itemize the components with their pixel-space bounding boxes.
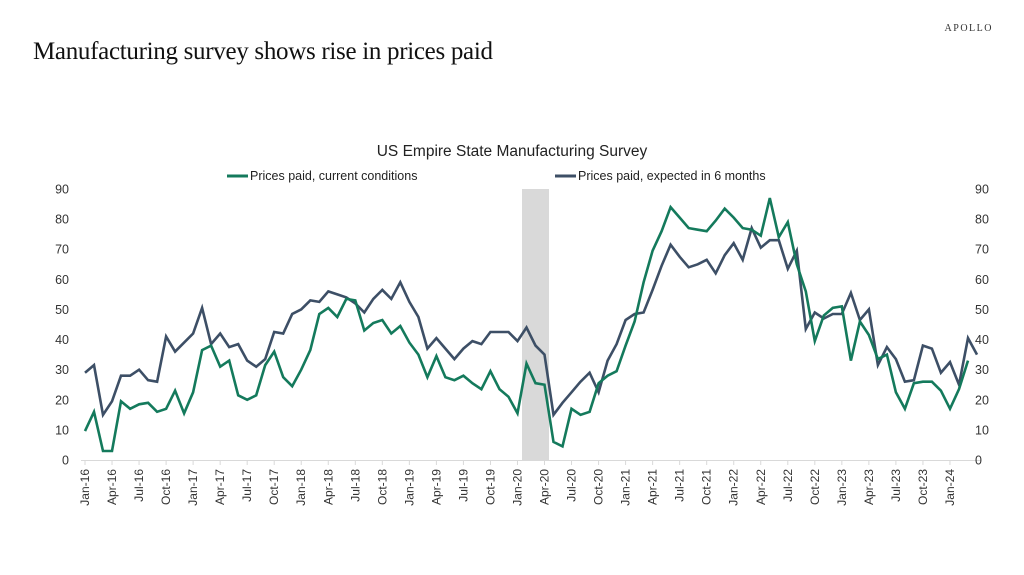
series-line-current-conditions bbox=[83, 197, 970, 453]
y-tick-right: 0 bbox=[975, 454, 982, 468]
x-tick-label: Apr-20 bbox=[538, 469, 552, 505]
x-tick-label: Apr-21 bbox=[646, 469, 660, 505]
series-group bbox=[83, 197, 979, 453]
y-tick-left: 60 bbox=[55, 273, 69, 287]
x-tick-label: Oct-23 bbox=[916, 469, 930, 505]
y-tick-right: 70 bbox=[975, 243, 989, 257]
x-tick-label: Jul-21 bbox=[673, 469, 687, 502]
x-tick-label: Jan-20 bbox=[510, 469, 524, 506]
y-tick-left: 40 bbox=[55, 333, 69, 347]
y-axis-left: 0 10 20 30 40 50 60 70 80 90 bbox=[55, 183, 69, 468]
x-tick-label: Jan-21 bbox=[619, 469, 633, 506]
legend-label-expected: Prices paid, expected in 6 months bbox=[578, 169, 766, 183]
x-tick-label: Jul-18 bbox=[348, 469, 362, 502]
x-tick-label: Apr-22 bbox=[754, 469, 768, 505]
x-tick-label: Apr-23 bbox=[862, 469, 876, 505]
x-tick-label: Jul-20 bbox=[565, 469, 579, 502]
x-tick-label: Oct-19 bbox=[483, 469, 497, 505]
y-tick-right: 80 bbox=[975, 213, 989, 227]
y-tick-right: 60 bbox=[975, 273, 989, 287]
y-tick-left: 30 bbox=[55, 363, 69, 377]
y-tick-right: 50 bbox=[975, 303, 989, 317]
page-title: Manufacturing survey shows rise in price… bbox=[33, 38, 493, 65]
legend-label-current: Prices paid, current conditions bbox=[250, 169, 417, 183]
y-tick-right: 30 bbox=[975, 363, 989, 377]
x-tick-label: Oct-18 bbox=[375, 469, 389, 505]
y-tick-left: 50 bbox=[55, 303, 69, 317]
x-tick-label: Oct-17 bbox=[267, 469, 281, 505]
x-tick-label: Jul-16 bbox=[132, 469, 146, 502]
x-tick-label: Apr-18 bbox=[321, 469, 335, 505]
x-tick-label: Jul-17 bbox=[240, 469, 254, 502]
x-tick-label: Jul-23 bbox=[889, 469, 903, 502]
series-line-expected-6-months bbox=[84, 224, 979, 419]
recession-shading bbox=[521, 189, 550, 460]
x-tick-label: Jan-24 bbox=[943, 469, 957, 506]
x-tick-label: Jan-16 bbox=[78, 469, 92, 506]
y-tick-right: 40 bbox=[975, 333, 989, 347]
y-tick-left: 90 bbox=[55, 183, 69, 197]
y-tick-left: 20 bbox=[55, 393, 69, 407]
x-tick-label: Apr-19 bbox=[429, 469, 443, 505]
y-tick-right: 90 bbox=[975, 183, 989, 197]
x-tick-label: Oct-16 bbox=[159, 469, 173, 505]
y-tick-left: 10 bbox=[55, 423, 69, 437]
y-tick-left: 80 bbox=[55, 213, 69, 227]
x-tick-label: Jan-23 bbox=[835, 469, 849, 506]
x-tick-label: Jan-19 bbox=[402, 469, 416, 506]
y-tick-right: 10 bbox=[975, 423, 989, 437]
x-tick-label: Jul-22 bbox=[781, 469, 795, 502]
y-tick-right: 20 bbox=[975, 393, 989, 407]
x-tick-label: Oct-21 bbox=[700, 469, 714, 505]
x-tick-label: Jan-17 bbox=[186, 469, 200, 506]
x-axis: Jan-16 Apr-16 Jul-16 Oct-16 Jan-17 Apr-17 Jul-… bbox=[78, 460, 957, 506]
legend: Prices paid, current conditions Prices p… bbox=[227, 169, 766, 183]
x-tick-label: Oct-20 bbox=[592, 469, 606, 505]
x-tick-label: Apr-17 bbox=[213, 469, 227, 505]
x-tick-label: Oct-22 bbox=[808, 469, 822, 505]
chart-title: US Empire State Manufacturing Survey bbox=[377, 143, 648, 160]
x-tick-label: Apr-16 bbox=[105, 469, 119, 505]
x-tick-label: Jan-22 bbox=[727, 469, 741, 506]
x-tick-label: Jan-18 bbox=[294, 469, 308, 506]
y-tick-left: 0 bbox=[62, 454, 69, 468]
brand-logo: APOLLO bbox=[944, 23, 993, 34]
y-axis-right: 0 10 20 30 40 50 60 70 80 90 bbox=[975, 183, 989, 468]
y-tick-left: 70 bbox=[55, 243, 69, 257]
x-tick-label: Jul-19 bbox=[456, 469, 470, 502]
